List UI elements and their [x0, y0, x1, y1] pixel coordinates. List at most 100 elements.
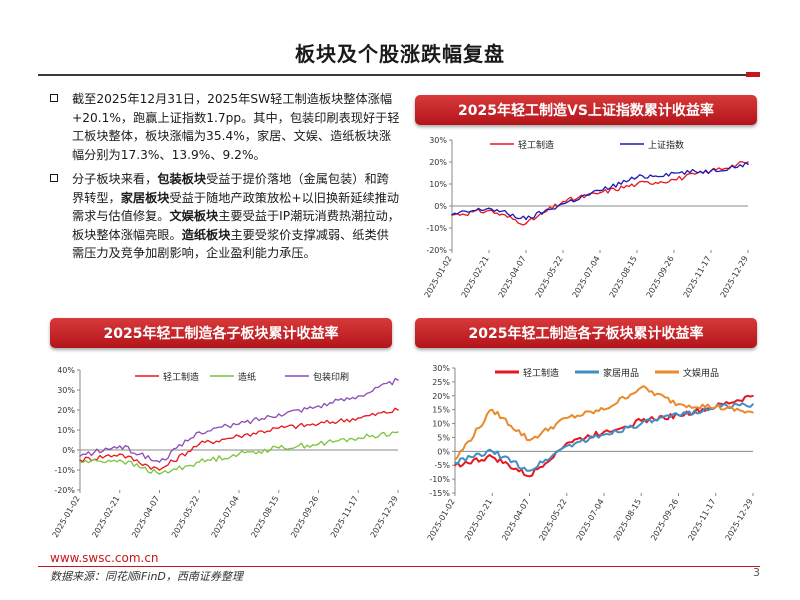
bullet-text-1: 截至2025年12月31日，2025年SW轻工制造板块整体涨幅+20.1%，跑赢…: [72, 92, 400, 162]
series-point: [491, 456, 494, 458]
bullet-bold-keyword: 造纸板块: [181, 227, 231, 242]
series-point: [357, 395, 360, 397]
series-point: [599, 189, 601, 192]
series-point: [752, 403, 754, 405]
series-line-1: [79, 431, 399, 475]
series-point: [454, 461, 456, 464]
y-tick-label: 10%: [429, 180, 447, 189]
series-point: [491, 450, 494, 453]
series-point: [673, 172, 675, 174]
square-bullet-icon: [50, 174, 58, 182]
series-point: [636, 183, 638, 185]
x-tick-label: 2025-08-15: [612, 498, 643, 543]
x-tick-label: 2025-12-29: [369, 495, 400, 540]
y-tick-label: 15%: [432, 406, 450, 415]
chart-header-bottom-right: 2025年轻工制造各子板块累计收益率: [415, 318, 757, 348]
x-tick-label: 2025-11-17: [329, 495, 360, 540]
series-line-0: [454, 394, 754, 478]
series-point: [488, 209, 490, 212]
website-link[interactable]: www.swsc.com.cn: [50, 551, 159, 565]
bullet-item: 截至2025年12月31日，2025年SW轻工制造板块整体涨幅+20.1%，跑赢…: [50, 90, 400, 164]
series-point: [488, 207, 490, 209]
series-point: [238, 453, 240, 455]
series-point: [747, 163, 749, 165]
series-point: [710, 170, 712, 172]
page-title: 板块及个股涨跌幅复盘: [295, 42, 505, 66]
x-tick-label: 2025-08-15: [608, 255, 639, 300]
series-point: [677, 403, 680, 405]
legend-label: 上证指数: [648, 139, 684, 151]
series-point: [525, 218, 527, 220]
series-point: [317, 423, 320, 425]
x-tick-label: 2025-11-17: [682, 255, 713, 300]
series-point: [198, 431, 201, 433]
series-point: [562, 200, 564, 203]
y-tick-label: 0%: [437, 447, 450, 456]
x-tick-label: 2025-04-07: [500, 498, 531, 543]
y-tick-label: 0%: [62, 446, 75, 455]
series-point: [752, 411, 754, 414]
x-tick-label: 2025-05-22: [170, 495, 201, 540]
y-tick-label: -15%: [429, 489, 450, 498]
x-tick-label: 2025-11-17: [686, 498, 717, 543]
series-point: [357, 417, 360, 419]
footer-divider: [38, 566, 760, 567]
y-tick-label: -20%: [54, 486, 75, 495]
title-accent-bar: [746, 72, 760, 77]
series-point: [198, 461, 201, 463]
bullet-bold-keyword: 包装板块: [157, 172, 207, 186]
y-tick-label: 30%: [57, 386, 75, 395]
series-point: [528, 469, 531, 472]
series-point: [198, 443, 201, 445]
x-tick-label: 2025-02-21: [463, 498, 494, 543]
x-tick-label: 2025-09-26: [649, 498, 680, 543]
series-point: [277, 447, 280, 449]
y-tick-label: 40%: [57, 366, 75, 375]
series-point: [277, 427, 280, 429]
legend-label: 轻工制造: [518, 139, 554, 151]
x-tick-label: 2025-09-26: [289, 495, 320, 540]
y-tick-label: -10%: [426, 224, 447, 233]
chart-lightind-vs-shanghai: -20%-10%0%10%20%30%2025-01-02 2025-02-21 2…: [423, 136, 750, 300]
x-tick-label: 2025-05-22: [534, 255, 565, 300]
x-tick-label: 2025-01-02: [423, 255, 454, 300]
legend-label: 家居用品: [603, 367, 639, 379]
x-tick-label: 2025-01-02: [426, 498, 457, 543]
y-tick-label: -5%: [434, 461, 450, 470]
chart-subsector-paper-packaging: -20% -10% 0% 10% 20% 30% 40% 2025-01-02 2025-02-…: [51, 366, 400, 540]
series-point: [79, 461, 81, 463]
series-point: [118, 445, 121, 447]
series-point: [673, 178, 675, 181]
square-bullet-icon: [50, 94, 58, 102]
x-tick-label: 2025-04-07: [130, 495, 161, 540]
y-tick-label: -20%: [426, 246, 447, 255]
data-source-note: 数据来源：同花顺iFinD，西南证券整理: [50, 570, 243, 583]
series-point: [603, 408, 605, 411]
series-point: [454, 464, 456, 467]
series-point: [528, 439, 531, 442]
series-point: [397, 431, 399, 433]
series-point: [640, 386, 643, 389]
series-point: [79, 459, 81, 461]
series-point: [454, 458, 456, 461]
series-point: [640, 419, 643, 422]
series-point: [640, 422, 643, 425]
legend-label: 轻工制造: [523, 367, 559, 379]
legend-label: 文娱用品: [683, 367, 719, 379]
chart-subsector-home-leisure: -15% -10% -5% 0% 5% 10% 15% 20% 25% 30% 2025-01-02…: [426, 364, 755, 543]
series-point: [525, 222, 527, 225]
y-tick-label: 10%: [57, 426, 75, 435]
y-tick-label: 20%: [429, 158, 447, 167]
y-tick-label: 10%: [432, 420, 450, 429]
series-point: [747, 161, 749, 163]
series-point: [118, 459, 121, 461]
series-point: [562, 203, 564, 205]
series-point: [451, 214, 453, 216]
x-tick-label: 2025-07-04: [575, 498, 606, 543]
series-point: [636, 176, 638, 179]
series-point: [599, 192, 601, 194]
series-point: [118, 453, 121, 455]
x-tick-label: 2025-04-07: [497, 255, 528, 300]
title-divider: [38, 74, 746, 76]
series-point: [357, 437, 360, 439]
